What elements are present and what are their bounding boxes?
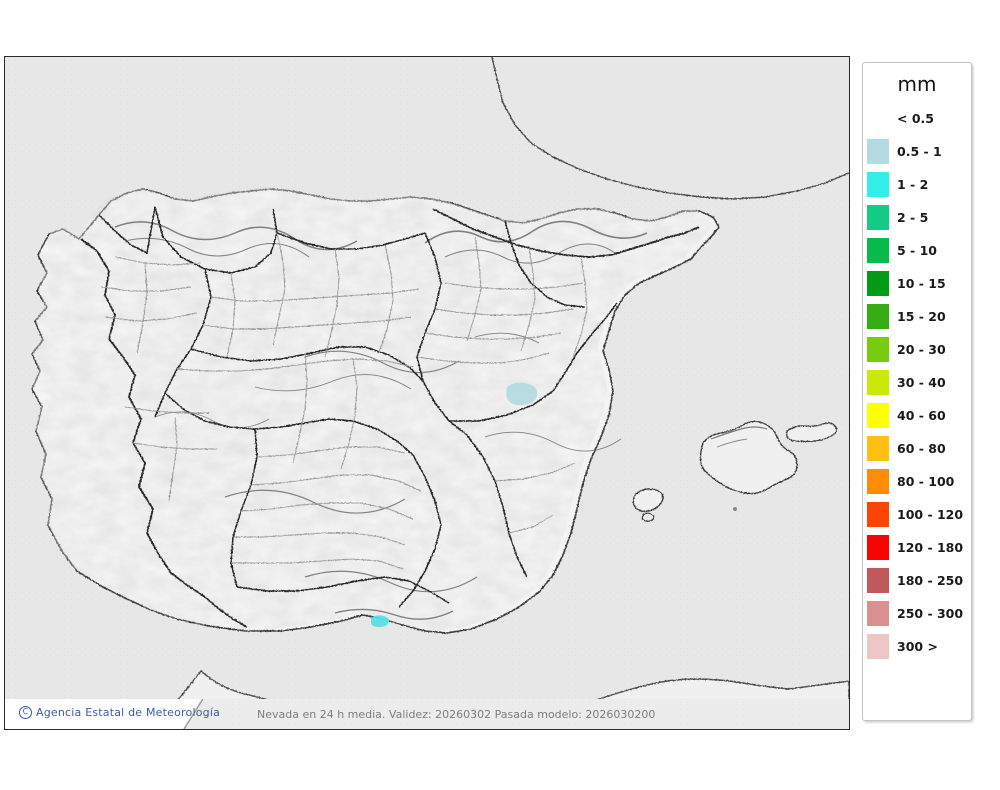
- mainland-landmass: [31, 187, 720, 634]
- legend-color-swatch: [867, 634, 889, 659]
- legend-label: 300 >: [897, 639, 938, 654]
- legend-color-swatch: [867, 568, 889, 593]
- legend-row: < 0.5: [863, 102, 971, 135]
- legend-row: 10 - 15: [863, 267, 971, 300]
- iberia-map: [31, 57, 849, 729]
- legend-label: 30 - 40: [897, 375, 946, 390]
- legend-label: 20 - 30: [897, 342, 946, 357]
- teruel-valencia-patch: [506, 382, 538, 406]
- legend-label: 5 - 10: [897, 243, 937, 258]
- map-panel[interactable]: C Agencia Estatal de Meteorología Nevada…: [4, 56, 850, 730]
- legend-label: 15 - 20: [897, 309, 946, 324]
- legend-color-swatch: [867, 106, 889, 131]
- legend-color-swatch: [867, 304, 889, 329]
- legend-color-swatch: [867, 238, 889, 263]
- legend-label: 100 - 120: [897, 507, 964, 522]
- mallorca: [699, 420, 798, 495]
- copyright-notice: C Agencia Estatal de Meteorología: [19, 706, 220, 719]
- menorca: [786, 422, 838, 443]
- legend-label: 1 - 2: [897, 177, 929, 192]
- legend-row: 1 - 2: [863, 168, 971, 201]
- legend-row: 300 >: [863, 630, 971, 663]
- copyright-icon: C: [19, 706, 32, 719]
- legend-row: 180 - 250: [863, 564, 971, 597]
- legend-label: 80 - 100: [897, 474, 955, 489]
- legend-row: 250 - 300: [863, 597, 971, 630]
- legend-color-swatch: [867, 601, 889, 626]
- province-borders: [100, 232, 588, 570]
- legend-panel: mm < 0.5 0.5 - 1 1 - 2 2 - 5 5 - 10 10 - 15 15…: [862, 62, 972, 721]
- sierra-nevada-patch: [371, 615, 390, 627]
- legend-label: 2 - 5: [897, 210, 929, 225]
- balearic-islands: [632, 420, 838, 522]
- legend-row: 30 - 40: [863, 366, 971, 399]
- legend-color-swatch: [867, 370, 889, 395]
- portugal-spain-border: [80, 238, 248, 628]
- legend-color-swatch: [867, 535, 889, 560]
- formentera: [641, 512, 655, 522]
- legend-color-swatch: [867, 436, 889, 461]
- legend-row: 15 - 20: [863, 300, 971, 333]
- legend-color-swatch: [867, 271, 889, 296]
- spain-france-border: [432, 208, 700, 258]
- legend-row: 120 - 180: [863, 531, 971, 564]
- legend-color-swatch: [867, 337, 889, 362]
- cabrera: [733, 507, 737, 511]
- legend-item-list: < 0.5 0.5 - 1 1 - 2 2 - 5 5 - 10 10 - 15 15 - …: [863, 102, 971, 663]
- autonomous-community-borders: [98, 206, 618, 608]
- footer-divider: [183, 699, 203, 729]
- legend-row: 0.5 - 1: [863, 135, 971, 168]
- legend-color-swatch: [867, 139, 889, 164]
- legend-label: < 0.5: [897, 111, 934, 126]
- ibiza: [632, 488, 664, 513]
- legend-color-swatch: [867, 469, 889, 494]
- legend-row: 20 - 30: [863, 333, 971, 366]
- legend-row: 80 - 100: [863, 465, 971, 498]
- legend-color-swatch: [867, 403, 889, 428]
- legend-row: 100 - 120: [863, 498, 971, 531]
- precipitation-patches: [371, 382, 538, 627]
- legend-label: 60 - 80: [897, 441, 946, 456]
- legend-row: 2 - 5: [863, 201, 971, 234]
- footer-gray-band: [183, 699, 849, 729]
- legend-color-swatch: [867, 502, 889, 527]
- legend-label: 0.5 - 1: [897, 144, 942, 159]
- france-landmass: [491, 57, 849, 200]
- legend-label: 120 - 180: [897, 540, 964, 555]
- legend-label: 250 - 300: [897, 606, 964, 621]
- legend-label: 10 - 15: [897, 276, 946, 291]
- map-caption: Nevada en 24 h media. Validez: 20260302 …: [257, 708, 656, 721]
- legend-title: mm: [897, 72, 937, 96]
- terrain-shading: [32, 187, 713, 631]
- legend-row: 60 - 80: [863, 432, 971, 465]
- legend-color-swatch: [867, 172, 889, 197]
- legend-row: 5 - 10: [863, 234, 971, 267]
- copyright-text: Agencia Estatal de Meteorología: [36, 706, 221, 719]
- legend-label: 180 - 250: [897, 573, 964, 588]
- legend-row: 40 - 60: [863, 399, 971, 432]
- map-footer-banner: C Agencia Estatal de Meteorología Nevada…: [5, 699, 849, 729]
- legend-color-swatch: [867, 205, 889, 230]
- legend-label: 40 - 60: [897, 408, 946, 423]
